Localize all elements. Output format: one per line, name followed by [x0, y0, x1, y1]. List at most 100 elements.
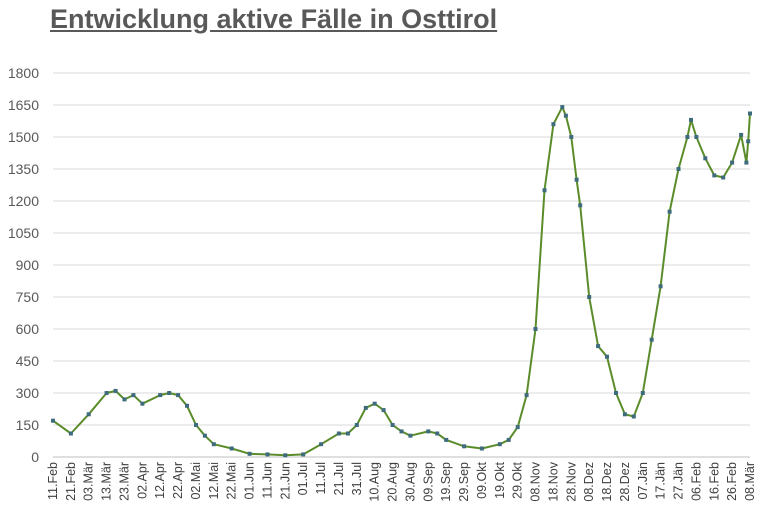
- chart-title: Entwicklung aktive Fälle in Osttirol: [50, 4, 498, 34]
- x-tick-label: 13.Mär: [100, 462, 114, 501]
- data-point: [51, 418, 55, 423]
- data-point: [676, 167, 681, 171]
- data-point: [372, 401, 377, 406]
- x-tick-label: 21.Feb: [64, 462, 78, 501]
- data-point: [176, 393, 181, 398]
- x-tick-label: 16.Feb: [707, 462, 721, 501]
- gridlines: [53, 72, 750, 458]
- data-point: [703, 156, 708, 161]
- data-point: [319, 442, 324, 447]
- data-point: [131, 393, 136, 398]
- data-point: [479, 446, 484, 451]
- y-tick-label: 1800: [8, 65, 39, 81]
- x-tick-label: 12.Mai: [207, 462, 221, 500]
- data-point: [390, 423, 395, 427]
- data-point: [596, 344, 601, 349]
- x-tick-label: 22.Apr: [171, 462, 185, 499]
- series-layer: [52, 106, 751, 457]
- x-tick-label: 09.Sep: [421, 462, 435, 502]
- x-tick-label: 20.Aug: [386, 462, 400, 502]
- data-point: [569, 135, 574, 139]
- x-tick-label: 03.Mär: [82, 462, 96, 501]
- y-tick-label: 300: [16, 385, 40, 401]
- x-tick-label: 28.Dez: [618, 462, 632, 502]
- y-tick-label: 1200: [8, 193, 39, 209]
- x-tick-label: 18.Nov: [546, 461, 560, 501]
- data-point: [574, 177, 579, 182]
- x-tick-label: 21.Jun: [278, 462, 292, 500]
- y-tick-label: 600: [16, 321, 40, 337]
- data-point: [462, 444, 467, 449]
- data-point: [104, 391, 109, 395]
- y-tick-label: 1050: [8, 225, 39, 241]
- data-point: [667, 209, 672, 214]
- data-point: [113, 388, 118, 393]
- x-tick-label: 07.Jän: [636, 462, 650, 500]
- data-point: [551, 122, 556, 127]
- x-tick-label: 31.Jul: [350, 462, 364, 495]
- data-point: [283, 453, 288, 458]
- data-point: [265, 452, 270, 457]
- data-point: [185, 403, 189, 408]
- x-tick-label: 11.Feb: [46, 462, 60, 500]
- data-point: [578, 203, 583, 208]
- data-point: [631, 414, 636, 419]
- data-point: [301, 452, 306, 457]
- y-tick-label: 1350: [8, 161, 39, 177]
- x-tick-label: 21.Jul: [332, 462, 346, 495]
- data-point: [399, 429, 404, 434]
- data-point: [689, 117, 693, 122]
- x-tick-label: 10.Aug: [368, 462, 382, 502]
- x-tick-label: 22.Mai: [225, 462, 239, 500]
- y-tick-label: 1650: [8, 97, 39, 113]
- x-tick-label: 01.Jul: [296, 462, 310, 495]
- data-point: [167, 391, 172, 395]
- x-tick-label: 12.Apr: [153, 462, 167, 499]
- x-tick-label: 17.Jän: [654, 462, 668, 500]
- data-point: [640, 391, 645, 395]
- data-point: [506, 437, 511, 442]
- data-point: [524, 393, 529, 398]
- data-point: [614, 391, 618, 395]
- data-point: [497, 442, 502, 447]
- data-point: [202, 433, 207, 438]
- data-point: [408, 433, 413, 438]
- data-point: [560, 105, 565, 110]
- y-tick-label: 1500: [8, 129, 39, 145]
- x-tick-label: 06.Feb: [689, 462, 703, 501]
- y-axis-ticks: 0 150 300 450 600 750 900 1050 1200 1350 1500 1650 1…: [8, 65, 39, 465]
- data-point: [229, 446, 234, 451]
- x-tick-label: 28.Nov: [564, 461, 578, 501]
- data-point: [68, 431, 73, 436]
- series-line: [52, 106, 751, 457]
- x-tick-label: 27.Jän: [672, 462, 686, 500]
- data-point: [739, 132, 744, 137]
- data-point: [435, 431, 440, 436]
- data-point: [730, 160, 735, 165]
- data-point: [744, 160, 749, 165]
- y-tick-label: 150: [16, 417, 40, 433]
- y-tick-label: 750: [16, 289, 40, 305]
- data-point: [746, 139, 751, 144]
- y-tick-label: 0: [31, 449, 39, 465]
- y-tick-label: 900: [16, 257, 40, 273]
- x-tick-label: 29.Sep: [457, 462, 471, 502]
- x-tick-label: 02.Apr: [135, 462, 149, 499]
- data-point: [721, 175, 726, 180]
- data-point: [354, 423, 359, 427]
- x-tick-label: 19.Sep: [439, 462, 453, 502]
- data-point: [605, 354, 609, 359]
- data-point: [363, 405, 368, 410]
- x-tick-label: 26.Feb: [725, 462, 739, 501]
- data-point: [533, 327, 538, 331]
- data-point: [381, 408, 386, 413]
- x-tick-label: 11.Jul: [314, 462, 328, 494]
- x-tick-label: 01.Jun: [243, 462, 257, 500]
- x-tick-label: 08.Mär: [743, 462, 757, 501]
- x-tick-label: 23.Mär: [117, 462, 131, 501]
- data-point: [345, 431, 350, 436]
- x-tick-label: 09.Okt: [475, 461, 489, 498]
- x-tick-label: 08.Dez: [582, 462, 596, 502]
- x-tick-label: 18.Dez: [600, 462, 614, 502]
- data-point: [211, 442, 216, 447]
